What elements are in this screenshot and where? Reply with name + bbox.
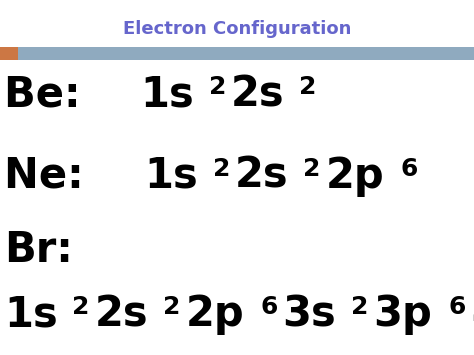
Text: 4s: 4s bbox=[471, 293, 474, 335]
Text: 2p: 2p bbox=[185, 293, 244, 335]
Text: 1s: 1s bbox=[140, 73, 194, 115]
Text: Be:: Be: bbox=[4, 73, 109, 115]
Text: 6: 6 bbox=[260, 295, 278, 319]
Text: 2s: 2s bbox=[235, 155, 289, 197]
Text: 6: 6 bbox=[448, 295, 466, 319]
Text: 1s: 1s bbox=[144, 155, 198, 197]
Text: 1s: 1s bbox=[4, 293, 58, 335]
Text: Ne:: Ne: bbox=[4, 155, 113, 197]
Text: 2p: 2p bbox=[326, 155, 384, 197]
Text: 2: 2 bbox=[213, 157, 230, 181]
Text: Electron Configuration: Electron Configuration bbox=[123, 20, 351, 38]
Text: Br:: Br: bbox=[4, 229, 73, 271]
Bar bbox=[0, 47, 18, 60]
Text: 2: 2 bbox=[163, 295, 180, 319]
Text: 2: 2 bbox=[73, 295, 90, 319]
Text: 3p: 3p bbox=[374, 293, 432, 335]
Text: 2s: 2s bbox=[231, 73, 285, 115]
Text: 6: 6 bbox=[401, 157, 418, 181]
Text: 2: 2 bbox=[299, 75, 317, 99]
Text: 2s: 2s bbox=[95, 293, 148, 335]
Bar bbox=[18, 47, 474, 60]
Text: 2: 2 bbox=[303, 157, 321, 181]
Text: 2: 2 bbox=[209, 75, 226, 99]
Text: 2: 2 bbox=[351, 295, 368, 319]
Text: 3s: 3s bbox=[283, 293, 337, 335]
